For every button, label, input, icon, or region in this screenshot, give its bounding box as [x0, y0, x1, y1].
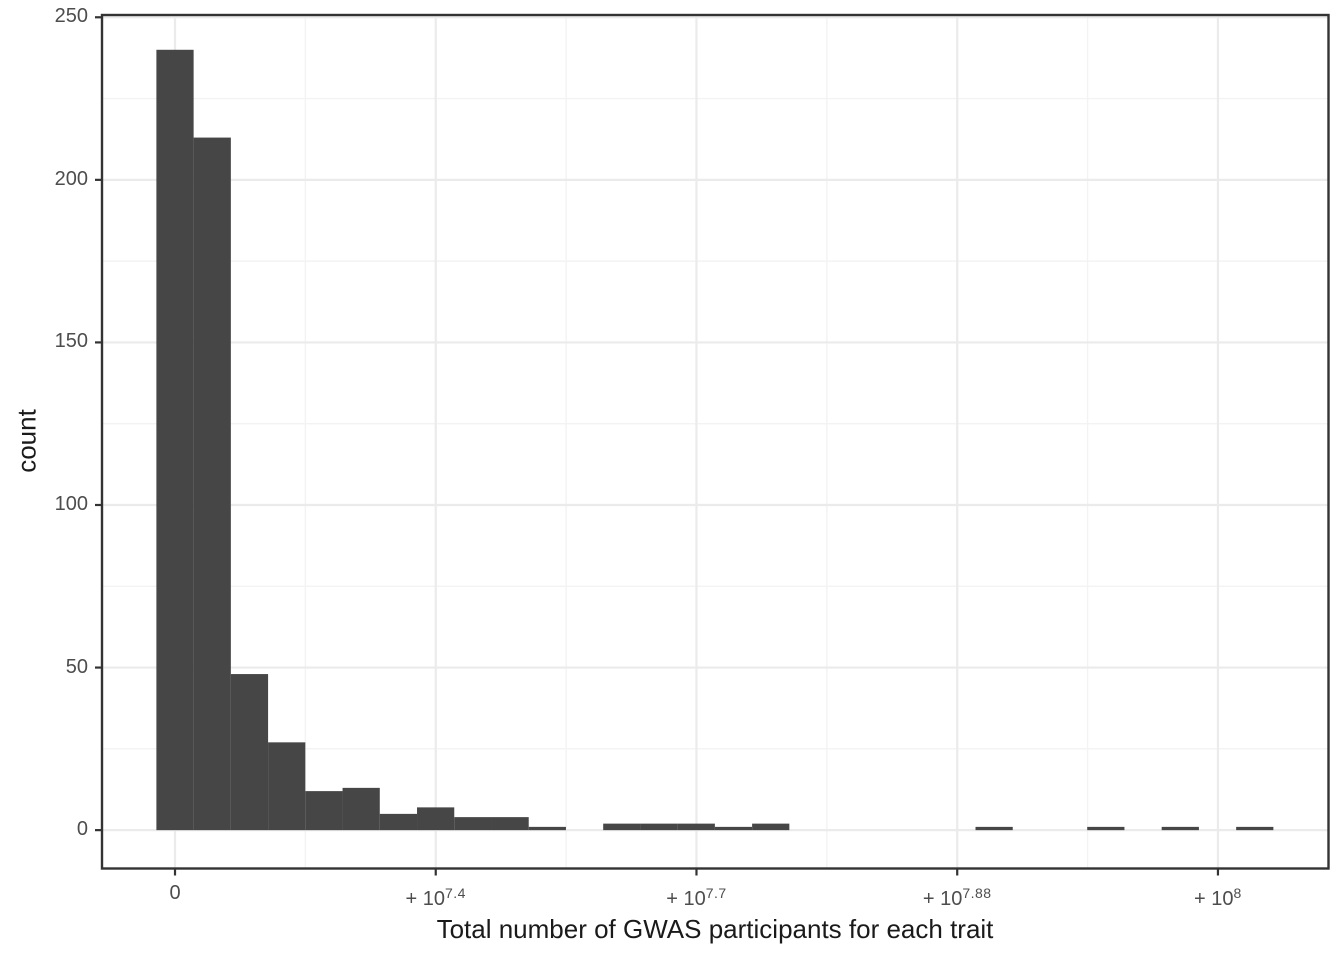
- histogram-bar: [305, 791, 343, 831]
- histogram-bar: [975, 826, 1013, 831]
- histogram-bar: [752, 823, 790, 831]
- histogram-bar: [528, 826, 566, 831]
- panel-border: [100, 13, 1330, 870]
- histogram-bar: [491, 817, 529, 831]
- histogram-bar: [379, 813, 418, 831]
- histogram-bar: [677, 823, 715, 831]
- histogram-bar: [640, 823, 678, 831]
- histogram-bar: [268, 742, 306, 831]
- histogram-bar: [417, 807, 455, 831]
- histogram-bar: [714, 826, 753, 831]
- plot-panel: [102, 15, 1329, 869]
- histogram-bar: [1236, 826, 1274, 831]
- histogram-bar: [156, 49, 194, 831]
- histogram-bar: [1087, 826, 1125, 831]
- histogram-bar: [1161, 826, 1199, 831]
- histogram-bar: [603, 823, 641, 831]
- histogram-bar: [342, 787, 380, 831]
- histogram-bar: [454, 817, 492, 831]
- histogram-bar: [230, 674, 269, 831]
- histogram-bar: [193, 137, 231, 831]
